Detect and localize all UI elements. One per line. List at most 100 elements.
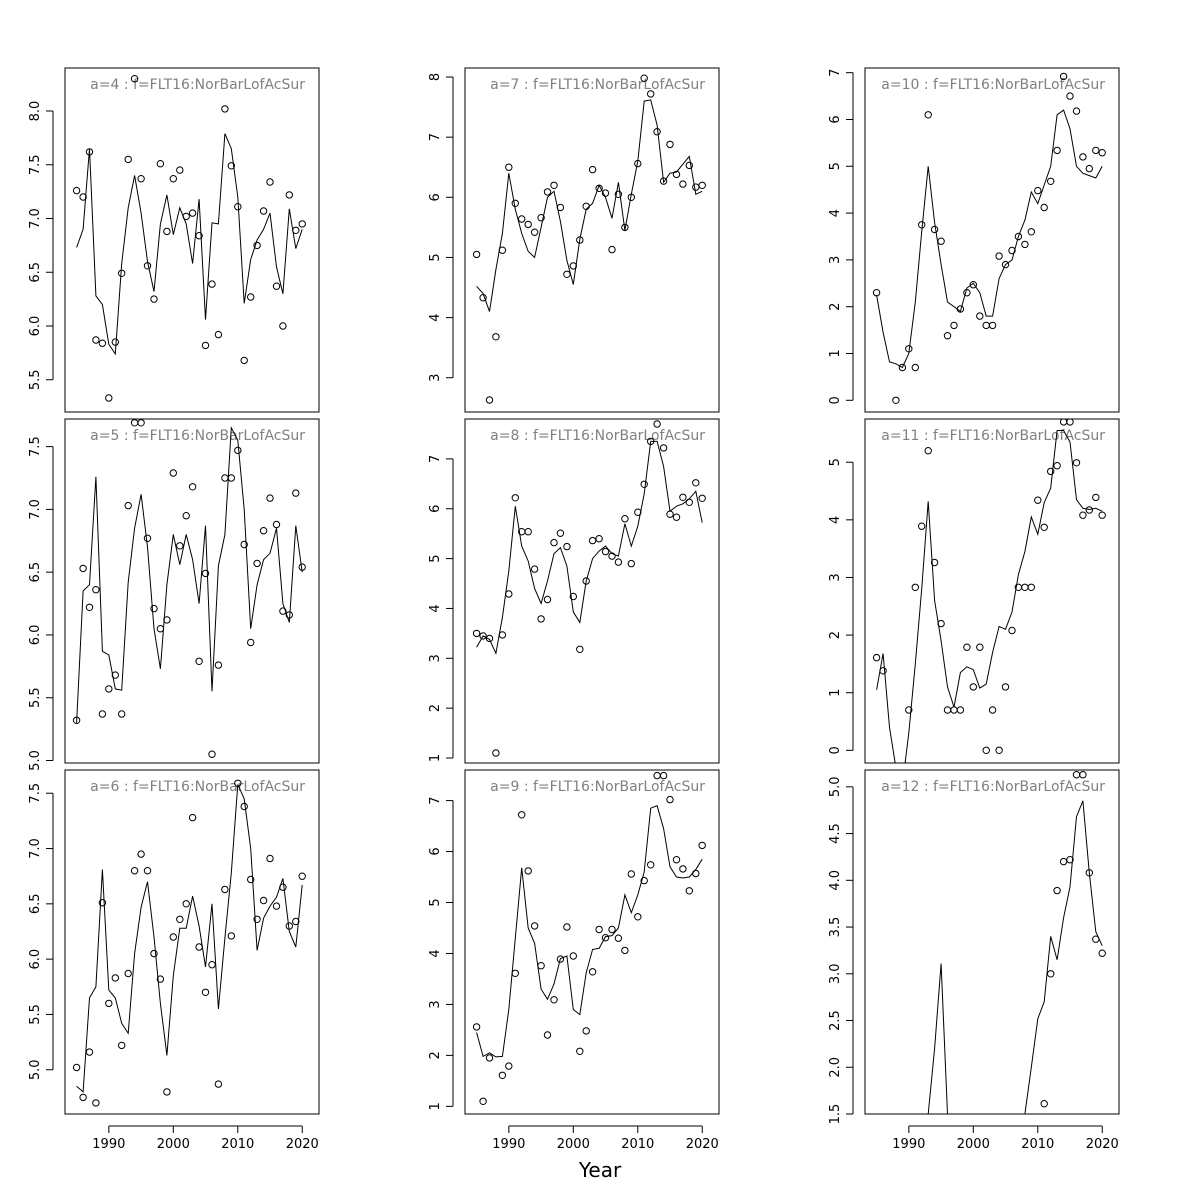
y-tick-label: 4.0	[828, 870, 843, 891]
data-point	[292, 489, 300, 497]
data-point	[79, 193, 87, 201]
data-point	[576, 1047, 584, 1056]
data-point	[266, 178, 274, 186]
data-point	[498, 631, 507, 639]
data-point	[259, 207, 268, 215]
data-point	[492, 749, 500, 757]
data-point	[524, 528, 532, 536]
y-tick-label: 3	[428, 374, 443, 382]
data-point	[659, 771, 668, 780]
panel-title: a=7 : f=FLT16:NorBarLofAcSur	[490, 77, 705, 93]
data-point	[930, 225, 939, 234]
data-point	[963, 643, 971, 651]
fitted-line	[876, 430, 1103, 763]
y-tick-label: 2.0	[828, 1057, 843, 1078]
data-point	[576, 645, 584, 653]
y-axis: 1.5 2.0 2.5 3.0 3.5 4.0 4.5 5.0	[828, 776, 854, 1124]
data-point	[195, 657, 203, 665]
data-point	[530, 565, 539, 573]
data-point	[988, 706, 997, 714]
data-point	[298, 872, 306, 880]
data-point	[1047, 970, 1055, 978]
panel-title: a=8 : f=FLT16:NorBarLofAcSur	[490, 428, 705, 444]
data-point	[176, 915, 184, 923]
plot-frame	[864, 769, 1120, 1115]
plot-frame	[464, 67, 720, 413]
data-point	[247, 293, 255, 301]
y-tick-label: 6.0	[28, 625, 43, 646]
panel-7: a=6 : f=FLT16:NorBarLofAcSur 5.0 5.5 6.0 6.5…	[28, 769, 320, 1152]
data-point	[679, 180, 687, 188]
data-point	[956, 706, 965, 714]
data-point	[472, 1023, 481, 1031]
data-point	[137, 419, 145, 427]
y-tick-label: 2.5	[828, 1010, 843, 1031]
data-point	[1066, 856, 1074, 864]
data-point	[208, 750, 216, 758]
data-point	[550, 996, 558, 1004]
data-point	[647, 861, 655, 869]
data-point	[163, 1088, 171, 1096]
y-tick-label: 8	[428, 73, 443, 81]
data-point	[505, 590, 513, 598]
y-tick-label: 7.5	[28, 783, 43, 804]
data-point	[292, 917, 300, 926]
y-tick-label: 7	[428, 796, 443, 804]
data-point	[537, 615, 545, 623]
data-point	[118, 1041, 126, 1050]
panel-title: a=12 : f=FLT16:NorBarLofAcSur	[881, 779, 1105, 795]
data-point	[588, 536, 597, 545]
data-point	[1053, 886, 1061, 895]
data-point	[627, 870, 635, 878]
data-point	[1085, 506, 1094, 514]
data-point	[672, 856, 681, 864]
data-point	[1059, 419, 1068, 426]
data-point	[530, 922, 539, 930]
data-point	[576, 236, 584, 244]
data-point	[640, 876, 648, 885]
data-point	[1085, 164, 1094, 173]
y-tick-label: 7.0	[28, 499, 43, 520]
data-point	[130, 867, 139, 875]
data-point	[911, 583, 919, 591]
y-tick-label: 7	[428, 133, 443, 141]
data-point	[118, 710, 126, 718]
data-point	[92, 1099, 100, 1107]
data-point	[266, 854, 274, 863]
x-tick-label: 1990	[92, 1137, 125, 1152]
data-point	[111, 974, 120, 982]
data-point	[1092, 493, 1100, 502]
data-point	[137, 850, 145, 858]
y-tick-label: 7.0	[28, 838, 43, 859]
fitted-line	[476, 99, 703, 312]
y-tick-label: 6	[428, 193, 443, 201]
data-point	[72, 186, 81, 195]
panel-4: a=5 : f=FLT16:NorBarLofAcSur 5.0 5.5 6.0 6.5…	[28, 418, 320, 771]
y-tick-label: 3	[828, 573, 843, 581]
data-point	[1027, 228, 1036, 236]
data-point	[1059, 857, 1068, 866]
plot-frame	[464, 418, 720, 764]
y-tick-label: 4	[428, 949, 443, 957]
y-tick-label: 6.5	[28, 562, 43, 583]
y-tick-label: 6.0	[28, 949, 43, 970]
data-point	[143, 867, 152, 875]
data-point	[621, 515, 629, 523]
y-axis: 0 1 2 3 4 5	[828, 458, 854, 754]
plot-area	[472, 771, 706, 1106]
data-point	[524, 867, 532, 875]
data-point	[1098, 149, 1106, 157]
plot-frame	[864, 67, 1120, 413]
data-point	[621, 946, 629, 955]
plot-area	[72, 779, 306, 1107]
data-point	[247, 638, 255, 647]
y-tick-label: 5	[828, 162, 843, 170]
data-point	[530, 228, 539, 236]
data-point	[924, 111, 932, 119]
y-tick-label: 5	[828, 458, 843, 466]
data-point	[188, 209, 197, 217]
data-point	[627, 559, 635, 568]
data-point	[995, 252, 1003, 260]
plot-frame	[64, 769, 320, 1115]
